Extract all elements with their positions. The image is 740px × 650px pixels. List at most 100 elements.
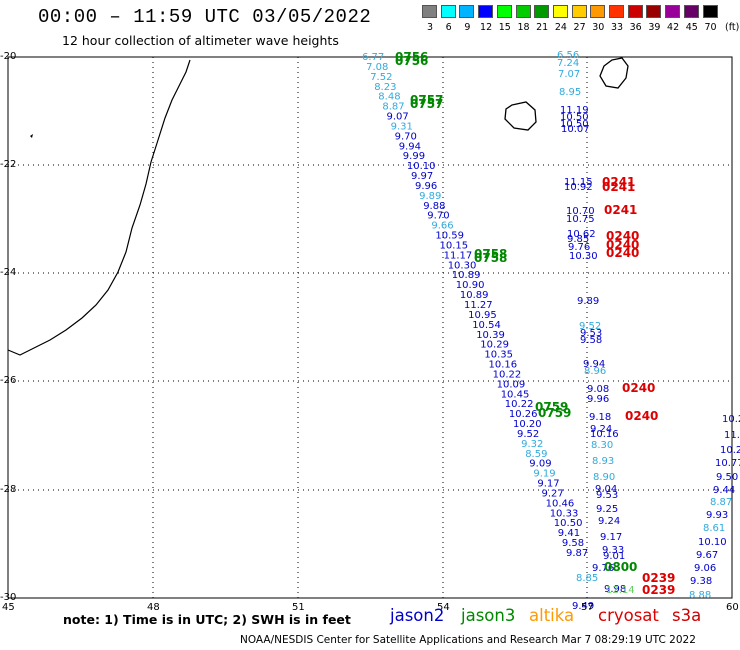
lat-tick-label: -24 xyxy=(0,267,17,278)
swh-value-label: 9.18 xyxy=(589,412,611,423)
swh-value-label: 9.44 xyxy=(713,485,735,496)
legend-bin-label: 3 xyxy=(426,22,434,33)
swh-value-label: 9.94 xyxy=(583,359,605,370)
swh-value-label: 0756 xyxy=(395,54,428,68)
satellite-legend-item: s3a xyxy=(672,606,702,625)
swh-value-label: 10.46 xyxy=(546,498,575,509)
swh-value-label: 9.25 xyxy=(596,504,618,515)
swh-value-label: 10.29 xyxy=(480,340,509,351)
observation-labels: 6.777.087.528.238.488.879.079.319.709.94… xyxy=(362,50,740,612)
swh-value-label: 10.54 xyxy=(472,320,501,331)
swh-value-label: 0240 xyxy=(606,246,639,260)
swh-value-label: 9.52 xyxy=(517,429,539,440)
legend-swatch xyxy=(590,5,606,18)
legend-bin-label: 70 xyxy=(704,22,717,33)
swh-value-label: 10.10 xyxy=(407,161,436,172)
swh-value-label: 8.30 xyxy=(591,440,613,451)
swh-value-label: 9.24 xyxy=(590,424,612,435)
swh-value-label: 0240 xyxy=(606,238,639,252)
swh-value-label: 0758 xyxy=(474,251,507,265)
legend-swatch xyxy=(496,5,512,18)
legend-swatch xyxy=(459,5,475,18)
swh-value-label: 8.88 xyxy=(689,590,711,601)
lon-tick-label: 54 xyxy=(437,602,450,613)
swh-value-label: 9.94 xyxy=(399,141,421,152)
swh-value-label: 0239 xyxy=(642,571,675,585)
swh-value-label: 9.04 xyxy=(595,484,617,495)
swh-value-label: 9.53 xyxy=(580,328,602,339)
swh-value-label: 0241 xyxy=(602,180,635,194)
lat-tick-label: -22 xyxy=(0,159,17,170)
swh-value-label: 6.77 xyxy=(362,52,384,63)
swh-value-label: 10.92 xyxy=(564,182,593,193)
swh-value-label: 10.30 xyxy=(569,251,598,262)
legend-swatch xyxy=(683,5,699,18)
swh-value-label: 0240 xyxy=(622,381,655,395)
legend-swatch xyxy=(646,5,662,18)
map-frame xyxy=(7,56,733,599)
swh-value-label: 10.22 xyxy=(493,369,522,380)
swh-value-label: 8.85 xyxy=(576,573,598,584)
swh-value-label: 9.70 xyxy=(395,131,417,142)
page-subtitle: 12 hour collection of altimeter wave hei… xyxy=(62,33,339,48)
lat-tick-label: -30 xyxy=(0,592,17,603)
swh-value-label: 9.53 xyxy=(596,490,618,501)
legend-bin-label: 15 xyxy=(498,22,511,33)
reunion-island xyxy=(504,101,537,131)
swh-value-label: 10.26 xyxy=(509,409,538,420)
swh-value-label: 10.45 xyxy=(501,389,530,400)
swh-value-label: 10.20 xyxy=(513,419,542,430)
swh-value-label: 9.41 xyxy=(558,528,580,539)
legend-swatch xyxy=(552,5,568,18)
swh-value-label: 7.07 xyxy=(558,69,580,80)
mauritius-island xyxy=(599,57,629,89)
lat-tick-label: -26 xyxy=(0,375,17,386)
legend-bin-label: 42 xyxy=(667,22,680,33)
swh-value-label: 9.07 xyxy=(387,112,409,123)
swh-value-label: 9.66 xyxy=(431,221,453,232)
swh-value-label: 8.87 xyxy=(382,102,404,113)
legend-swatch xyxy=(665,5,681,18)
swh-value-label: 0241 xyxy=(602,175,635,189)
swh-value-label: 11.0 xyxy=(724,430,740,441)
swh-value-label: 9.96 xyxy=(587,394,609,405)
swh-value-label: 10.26 xyxy=(722,414,740,425)
swh-value-label: 10.10 xyxy=(698,537,727,548)
swh-value-label: 8.61 xyxy=(703,523,725,534)
legend-bin-label: 24 xyxy=(554,22,567,33)
legend-swatch xyxy=(534,5,550,18)
swh-value-label: 10.07 xyxy=(561,124,590,135)
satellite-legend-item: altika xyxy=(529,606,575,625)
swh-value-label: 9.27 xyxy=(542,489,564,500)
swh-value-label: 10.62 xyxy=(567,229,596,240)
swh-value-label: 9.93 xyxy=(706,510,728,521)
swh-value-label: 9.38 xyxy=(690,576,712,587)
swh-value-label: 10.35 xyxy=(484,350,513,361)
swh-value-label: 9.76 xyxy=(592,563,614,574)
lon-tick-label: 51 xyxy=(292,602,305,613)
swh-value-label: 9.88 xyxy=(423,201,445,212)
lat-tick-label: -28 xyxy=(0,484,17,495)
swh-value-label: 9.89 xyxy=(419,191,441,202)
swh-value-label: 0240 xyxy=(606,229,639,243)
swh-value-label: 10.75 xyxy=(566,214,595,225)
legend-unit: (ft) xyxy=(725,22,740,33)
swh-value-label: 9.99 xyxy=(403,151,425,162)
swh-value-label: 8.59 xyxy=(525,449,547,460)
swh-value-label: 0759 xyxy=(538,406,571,420)
swh-value-label: 10.09 xyxy=(497,379,526,390)
swh-value-label: 0239 xyxy=(642,583,675,597)
swh-value-label: 10.50 xyxy=(560,119,589,130)
swh-value-label: 0758 xyxy=(474,247,507,261)
legend-bin-label: 45 xyxy=(685,22,698,33)
swh-value-label: 6.56 xyxy=(557,50,579,61)
legend-bin-label: 33 xyxy=(610,22,624,33)
swh-value-label: 9.32 xyxy=(521,439,543,450)
legend-swatch xyxy=(515,5,531,18)
madagascar-coastline xyxy=(7,59,191,356)
legend-swatch xyxy=(422,5,437,18)
swh-value-label: 10.89 xyxy=(460,290,489,301)
swh-value-label: 9.89 xyxy=(577,296,599,307)
swh-value-label: 10.39 xyxy=(476,330,505,341)
legend-bin-label: 30 xyxy=(592,22,605,33)
